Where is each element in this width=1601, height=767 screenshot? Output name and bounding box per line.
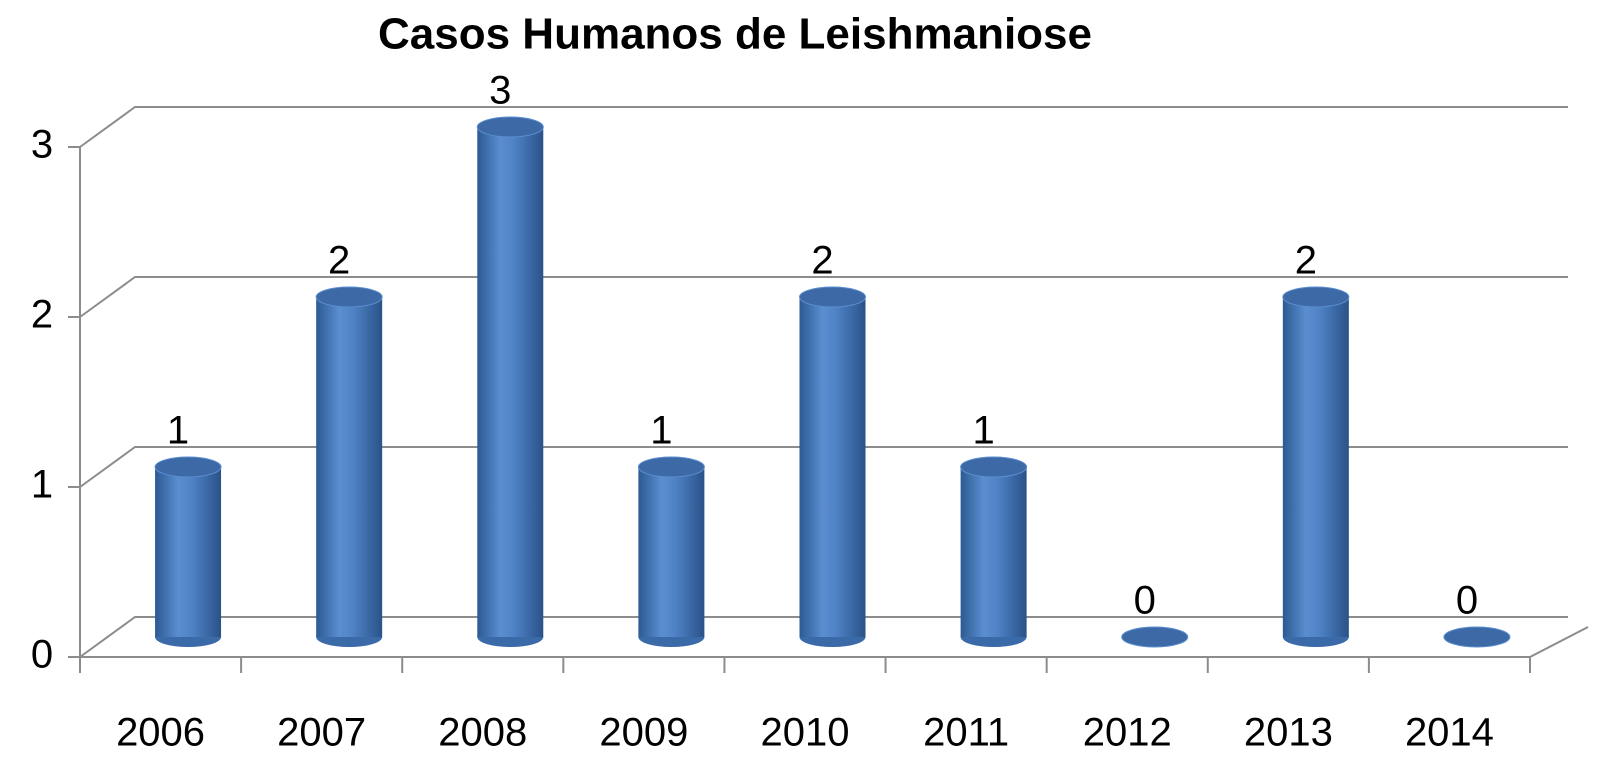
chart-title: Casos Humanos de Leishmaniose: [378, 10, 1092, 59]
bar-top: [1443, 626, 1511, 648]
bar-top: [960, 456, 1028, 478]
x-tick-label: 2013: [1244, 711, 1333, 755]
grid-line: [79, 106, 1568, 148]
bar-top: [1121, 626, 1189, 648]
grid-line: [79, 446, 1568, 488]
x-tick-label: 2011: [923, 711, 1009, 755]
x-tick-label: 2012: [1083, 711, 1172, 755]
data-label: 0: [1456, 579, 1478, 623]
bar: [638, 467, 705, 637]
bar-top: [154, 456, 222, 478]
x-tick-label: 2006: [116, 711, 205, 755]
data-label: 2: [328, 239, 350, 283]
data-label: 2: [811, 239, 833, 283]
bar-top: [799, 286, 866, 308]
bar: [1282, 297, 1349, 637]
bar-top: [1282, 286, 1350, 308]
y-tick-label: 2: [31, 293, 53, 337]
x-tick-label: 2008: [438, 711, 527, 755]
bar-top: [637, 456, 705, 478]
y-tick-label: 0: [31, 633, 53, 677]
bar-top: [315, 286, 383, 308]
data-label: 3: [489, 69, 511, 113]
bar: [316, 297, 383, 637]
bar: [960, 467, 1027, 637]
floor-edge: [1529, 626, 1589, 658]
bar: [799, 297, 866, 637]
data-label: 0: [1134, 579, 1156, 623]
grid-line: [79, 276, 1568, 318]
x-tick-label: 2009: [599, 711, 688, 755]
y-tick-label: 1: [31, 463, 53, 507]
x-tick-label: 2014: [1405, 711, 1494, 755]
x-tick-label: 2010: [761, 711, 850, 755]
data-label: 1: [167, 409, 189, 453]
bar: [155, 467, 222, 637]
data-label: 2: [1295, 239, 1317, 283]
grid-line: [79, 616, 1568, 658]
x-tick-label: 2007: [277, 711, 366, 755]
data-label: 1: [650, 409, 672, 453]
bar: [477, 127, 544, 637]
y-tick-label: 3: [31, 123, 53, 167]
bar-top: [476, 116, 544, 138]
data-label: 1: [972, 409, 994, 453]
